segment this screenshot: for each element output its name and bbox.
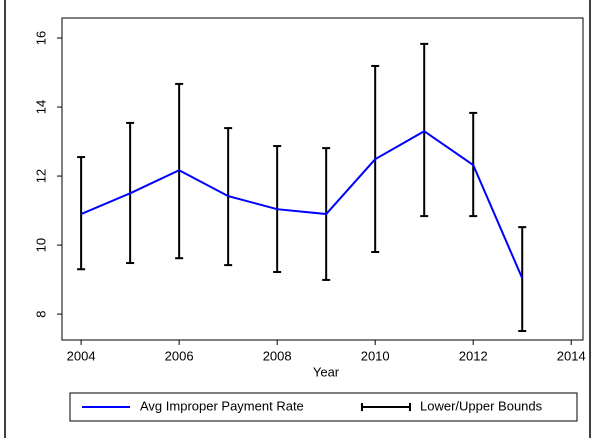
series-line — [80, 130, 524, 279]
legend-box — [69, 392, 578, 422]
y-tick-label: 10 — [33, 238, 48, 252]
x-tick-label: 2004 — [67, 348, 96, 363]
x-tick-label: 2008 — [263, 348, 292, 363]
y-tick-label: 8 — [33, 310, 48, 317]
x-tick-label: 2006 — [165, 348, 194, 363]
y-tick-label: 14 — [33, 100, 48, 114]
outer-frame — [4, 0, 591, 438]
plot-frame — [61, 17, 584, 341]
x-tick-label: 2014 — [557, 348, 586, 363]
x-axis-label: Year — [313, 364, 340, 379]
x-tick-label: 2012 — [459, 348, 488, 363]
y-tick-label: 16 — [33, 31, 48, 45]
legend-label: Lower/Upper Bounds — [420, 398, 543, 413]
y-tick-label: 12 — [33, 169, 48, 183]
x-tick-label: 2010 — [361, 348, 390, 363]
legend-label: Avg Improper Payment Rate — [140, 398, 304, 413]
